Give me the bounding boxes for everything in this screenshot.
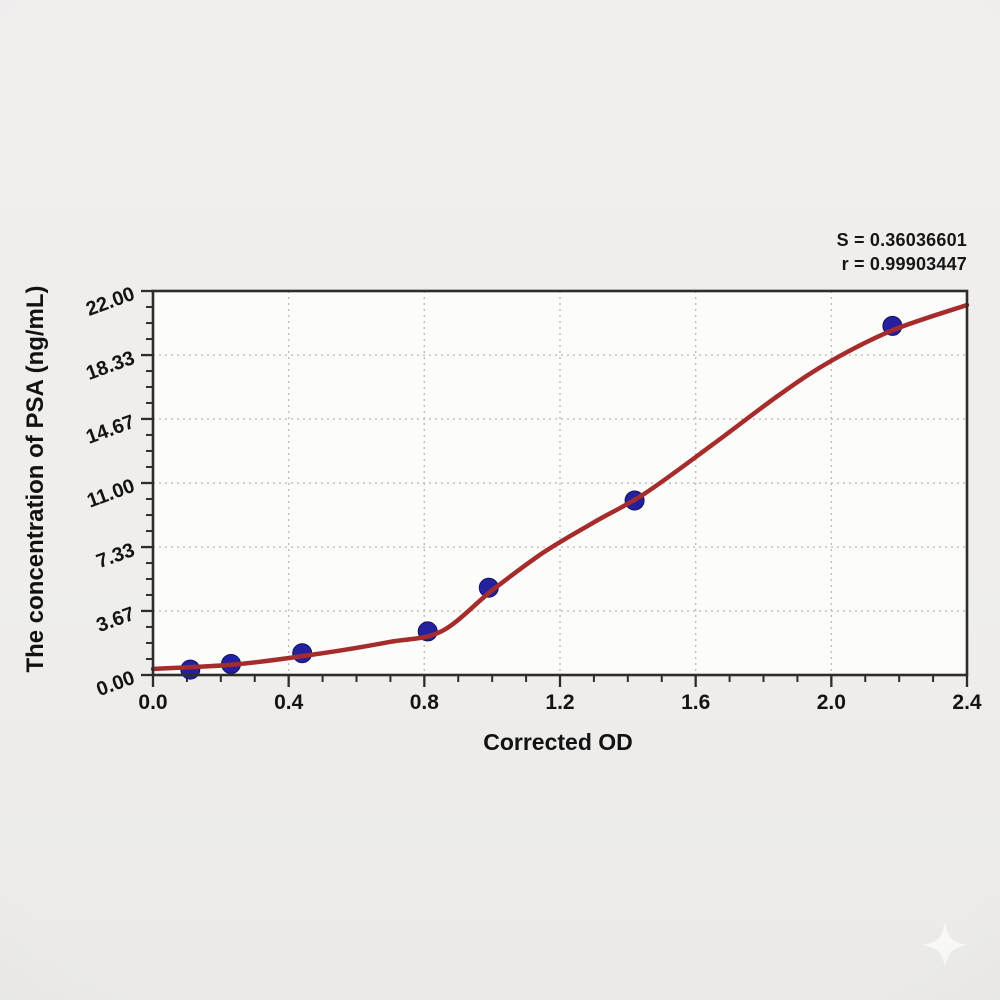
y-tick-label: 7.33 <box>94 539 138 573</box>
y-tick-label: 11.00 <box>84 475 138 512</box>
x-tick-label: 0.0 <box>138 691 167 714</box>
axis-frame <box>151 289 969 677</box>
x-tick-label: 2.4 <box>952 691 982 714</box>
x-tick-label: 1.6 <box>681 691 710 714</box>
fit-curve <box>150 302 970 672</box>
x-tick-label: 1.2 <box>545 691 574 714</box>
x-axis-title: Corrected OD <box>483 729 633 755</box>
stat-s-value: S = 0.36036601 <box>836 230 967 250</box>
x-tick-label: 2.0 <box>817 691 846 714</box>
y-tick-label: 0.00 <box>94 667 138 701</box>
y-tick-label: 14.67 <box>83 411 138 449</box>
stat-r-value: r = 0.99903447 <box>841 254 967 274</box>
y-axis-title: The concentration of PSA (ng/mL) <box>22 285 49 673</box>
y-tick-label: 18.33 <box>83 347 138 385</box>
star-watermark-icon <box>922 922 968 968</box>
y-tick-label: 3.67 <box>94 603 138 637</box>
y-tick-label: 22.00 <box>83 283 138 321</box>
star-shape <box>922 922 968 968</box>
x-tick-label: 0.8 <box>410 691 440 714</box>
fit-statistics: S = 0.36036601 r = 0.99903447 <box>837 228 967 276</box>
x-tick-label: 0.4 <box>274 691 304 714</box>
